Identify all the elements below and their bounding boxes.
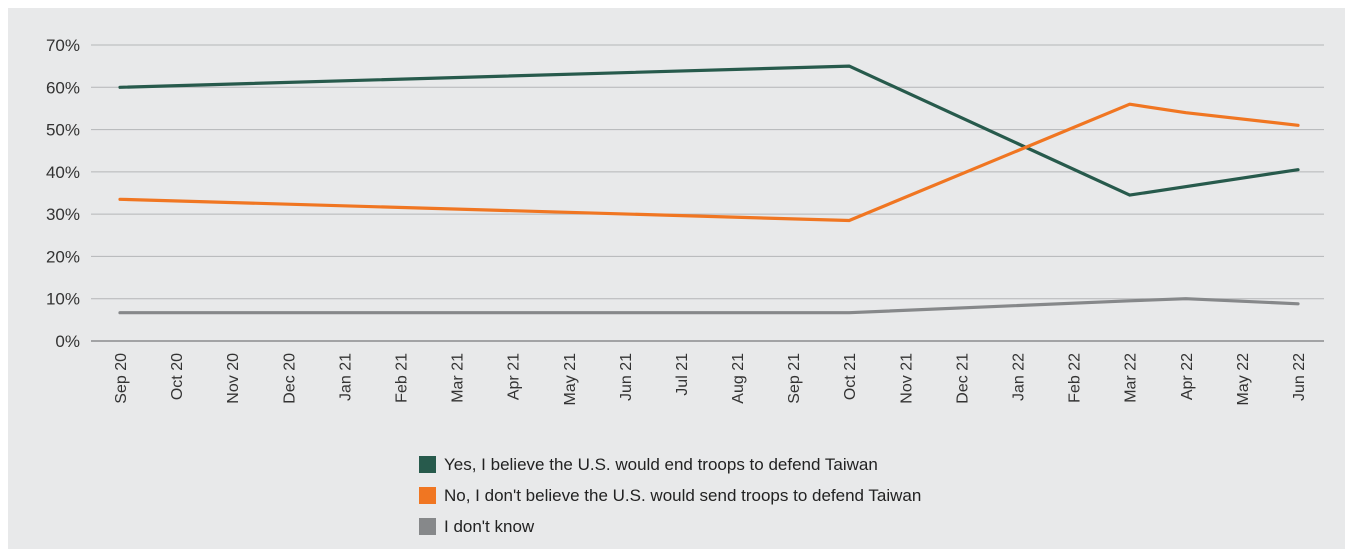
series-lines (118, 64, 1300, 315)
x-tick-label: Sep 20 (113, 353, 130, 404)
legend-item-no: No, I don't believe the U.S. would send … (419, 480, 921, 511)
x-tick-label: Nov 20 (225, 353, 242, 404)
chart-panel: 0% 10% 20% 30% 40% 50% 60% 70% Sep 20 Oct 20 Nov … (8, 8, 1345, 549)
series-line-no (118, 102, 1300, 223)
x-tick-label: Sep 21 (786, 353, 803, 404)
series-line-dont-know (118, 297, 1300, 315)
x-tick-label: Dec 21 (954, 353, 971, 404)
y-tick-label: 20% (46, 247, 80, 266)
x-tick-label: Dec 20 (281, 353, 298, 404)
x-tick-label: Oct 21 (842, 353, 859, 400)
x-axis-tick-labels: Sep 20 Oct 20 Nov 20 Dec 20 Jan 21 Feb 21 Mar … (113, 353, 1308, 406)
legend-swatch-dont-know (419, 518, 436, 535)
y-tick-label: 50% (46, 121, 80, 140)
legend-label-dont-know: I don't know (444, 516, 535, 536)
x-tick-label: Feb 22 (1067, 353, 1084, 403)
y-tick-label: 70% (46, 36, 80, 55)
x-tick-label: Mar 21 (450, 353, 467, 403)
x-tick-label: Nov 21 (898, 353, 915, 404)
legend: Yes, I believe the U.S. would end troops… (419, 449, 921, 542)
legend-swatch-no (419, 487, 436, 504)
x-tick-label: Jan 22 (1011, 353, 1028, 401)
line-chart: 0% 10% 20% 30% 40% 50% 60% 70% Sep 20 Oct 20 Nov … (46, 36, 1324, 406)
legend-item-yes: Yes, I believe the U.S. would end troops… (419, 449, 921, 480)
y-axis-tick-labels: 0% 10% 20% 30% 40% 50% 60% 70% (46, 36, 80, 351)
x-tick-label: Mar 22 (1123, 353, 1140, 403)
legend-swatch-yes (419, 456, 436, 473)
y-tick-label: 60% (46, 78, 80, 97)
x-tick-label: Feb 21 (393, 353, 410, 403)
x-tick-label: Apr 22 (1179, 353, 1196, 400)
y-tick-label: 30% (46, 205, 80, 224)
x-tick-label: Apr 21 (506, 353, 523, 400)
series-line-yes (118, 64, 1300, 197)
x-tick-label: Jul 21 (674, 353, 691, 396)
y-tick-label: 10% (46, 290, 80, 309)
x-tick-label: May 21 (562, 353, 579, 406)
x-tick-label: Jun 21 (618, 353, 635, 401)
y-tick-label: 40% (46, 163, 80, 182)
legend-item-dont-know: I don't know (419, 511, 921, 542)
y-tick-label: 0% (55, 332, 80, 351)
x-tick-label: Aug 21 (730, 353, 747, 404)
x-tick-label: Jun 22 (1291, 353, 1308, 401)
legend-label-no: No, I don't believe the U.S. would send … (444, 485, 922, 505)
legend-label-yes: Yes, I believe the U.S. would end troops… (444, 454, 878, 474)
x-tick-label: Oct 20 (169, 353, 186, 400)
x-tick-label: May 22 (1235, 353, 1252, 406)
x-tick-label: Jan 21 (337, 353, 354, 401)
gridlines (91, 44, 1324, 342)
